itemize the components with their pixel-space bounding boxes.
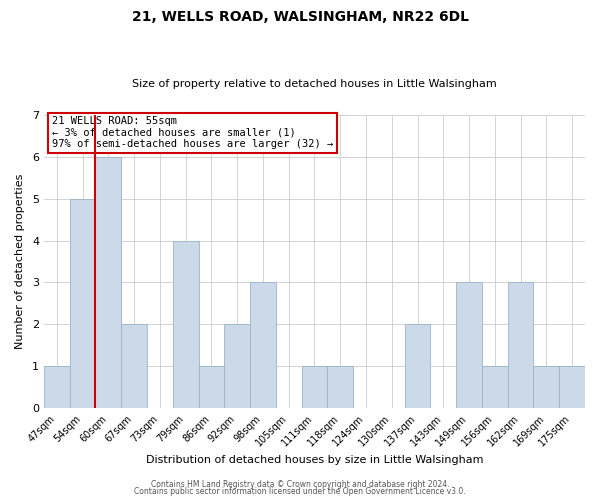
Bar xyxy=(70,198,95,408)
Bar xyxy=(456,282,482,408)
Title: Size of property relative to detached houses in Little Walsingham: Size of property relative to detached ho… xyxy=(132,79,497,89)
Text: Contains HM Land Registry data © Crown copyright and database right 2024.: Contains HM Land Registry data © Crown c… xyxy=(151,480,449,489)
Bar xyxy=(533,366,559,408)
Bar xyxy=(173,240,199,408)
Text: 21, WELLS ROAD, WALSINGHAM, NR22 6DL: 21, WELLS ROAD, WALSINGHAM, NR22 6DL xyxy=(131,10,469,24)
Bar xyxy=(404,324,430,408)
Bar xyxy=(482,366,508,408)
Bar xyxy=(250,282,276,408)
Y-axis label: Number of detached properties: Number of detached properties xyxy=(15,174,25,349)
Bar xyxy=(224,324,250,408)
Bar xyxy=(328,366,353,408)
Bar xyxy=(508,282,533,408)
Bar xyxy=(95,156,121,408)
Bar xyxy=(121,324,147,408)
X-axis label: Distribution of detached houses by size in Little Walsingham: Distribution of detached houses by size … xyxy=(146,455,483,465)
Bar xyxy=(559,366,585,408)
Text: 21 WELLS ROAD: 55sqm
← 3% of detached houses are smaller (1)
97% of semi-detache: 21 WELLS ROAD: 55sqm ← 3% of detached ho… xyxy=(52,116,333,150)
Bar xyxy=(44,366,70,408)
Bar xyxy=(199,366,224,408)
Text: Contains public sector information licensed under the Open Government Licence v3: Contains public sector information licen… xyxy=(134,487,466,496)
Bar xyxy=(302,366,328,408)
